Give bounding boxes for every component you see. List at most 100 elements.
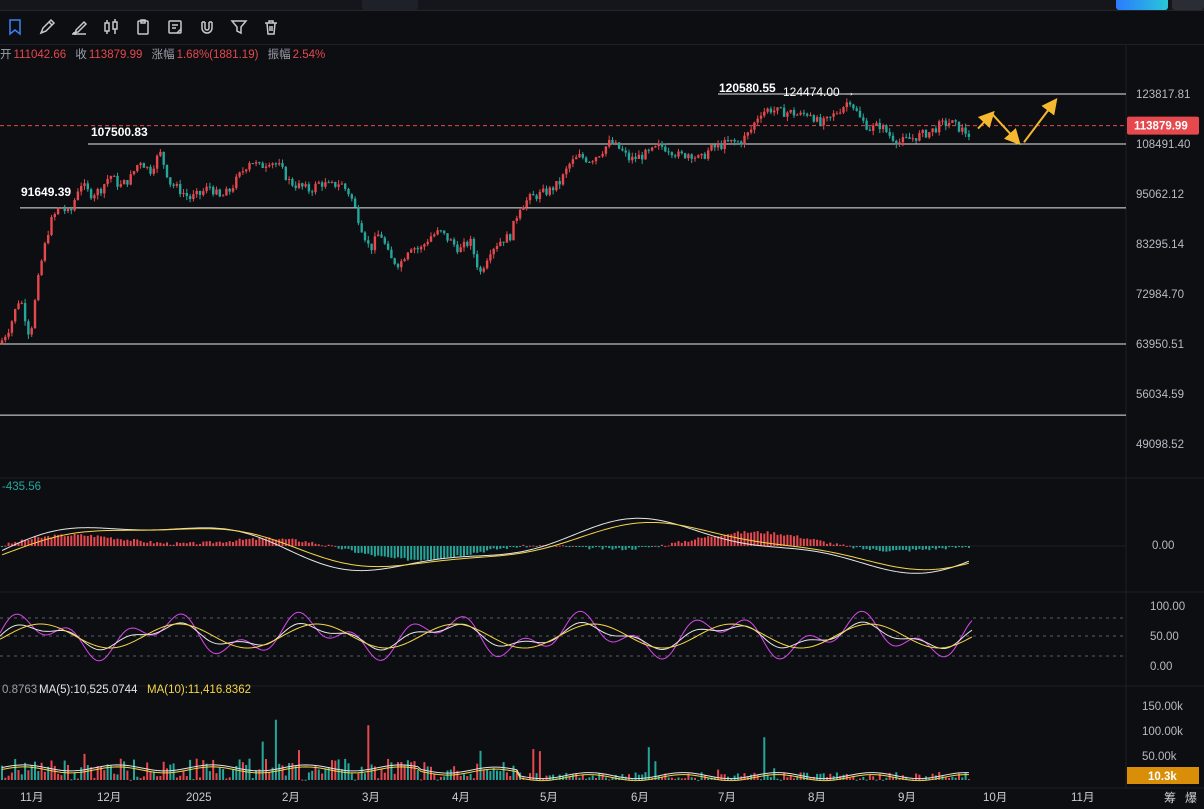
macd-histogram-bar [413,546,416,560]
volume-bar [505,772,508,780]
volume-bar [529,773,531,780]
volume-bar [50,760,53,780]
trash-icon[interactable] [258,14,284,40]
macd-histogram-bar [43,536,46,546]
candle-body [146,166,149,168]
volume-bar [542,778,545,780]
volume-bar [7,775,10,780]
volume-bar [918,774,921,780]
ohlc-readout: 开 111042.66 收 113879.99 涨幅 1.68%(1881.19) 振… [0,46,331,62]
pencil-icon[interactable] [34,14,60,40]
candle-body [73,200,76,211]
macd-histogram-bar [370,546,373,556]
close-label: 收 [75,49,87,61]
macd-histogram-bar [27,540,30,546]
macd-histogram-bar [499,546,502,549]
volume-bar [96,766,99,780]
volume-bar [717,769,720,780]
candle-body [934,128,938,133]
x-axis-tick: 2月 [282,792,300,804]
candle-body [555,181,558,191]
macd-histogram-bar [218,541,221,546]
candle-body [895,140,898,145]
volume-bar [687,773,690,780]
price-axis-tick: 95062.12 [1136,189,1184,201]
brush-icon[interactable] [66,14,92,40]
macd-histogram-bar [298,541,300,546]
candle-body [264,166,268,168]
macd-histogram-bar [674,542,677,546]
macd-histogram-bar [941,546,944,549]
candle-body [245,169,248,172]
candle-body [703,153,707,159]
volume-bar [103,770,106,780]
volume-bar [766,774,769,780]
top-chip-menu[interactable] [1172,0,1204,10]
candle-body [637,154,641,159]
candle-body [931,128,934,133]
macd-histogram-bar [954,546,957,548]
candle-body [848,102,852,105]
macd-histogram-bar [862,546,865,550]
candle-body [548,187,551,195]
filter-icon[interactable] [226,14,252,40]
candles-icon[interactable] [98,14,124,40]
note-icon[interactable] [162,14,188,40]
volume-bar [149,771,152,780]
macd-histogram-bar [865,546,868,550]
candle-body [862,117,865,121]
clipboard-icon[interactable] [130,14,156,40]
top-chip-accent[interactable] [1116,0,1168,10]
volume-bar [654,761,657,780]
volume-bar [595,778,597,780]
macd-histogram-bar [350,546,353,551]
macd-histogram-bar [826,543,828,546]
annotation-107500: 107500.83 [91,125,148,139]
macd-histogram-bar [159,542,162,546]
candle-body [713,144,716,148]
bookmark-icon[interactable] [2,14,28,40]
volume-bar [849,778,852,780]
x-axis-tick: 2025 [186,792,212,804]
volume-bar [921,779,924,781]
price-axis-tick: 108491.40 [1136,139,1190,151]
volume-bar [307,772,310,780]
macd-histogram-bar [459,546,462,557]
candle-body [66,208,70,212]
candle-body [588,161,591,163]
volume-bar [248,758,251,780]
candle-body [136,165,139,172]
macd-histogram-bar [149,540,152,546]
candle-body [601,153,604,157]
macd-histogram-bar [4,545,7,547]
candle-body [436,230,439,235]
volume-bar [872,776,875,780]
candle-body [383,237,386,244]
volume-bar [133,759,135,780]
volume-bar [915,773,918,780]
macd-histogram-bar [205,541,208,546]
candle-body [568,163,571,169]
candle-body [776,107,779,111]
macd-histogram-bar [812,538,815,546]
candle-body [660,143,664,147]
macd-histogram-bar [76,534,79,546]
candle-body [469,238,472,246]
volume-bar [83,753,86,780]
macd-histogram-bar [251,538,254,546]
candle-body [806,113,809,116]
top-chip-dark[interactable] [362,0,418,10]
magnet-icon[interactable] [194,14,220,40]
price-axis-tick: 72984.70 [1136,289,1184,301]
kdj-axis-tick: 50.00 [1150,631,1179,643]
macd-histogram-bar [281,538,284,546]
volume-bar [730,778,733,780]
candle-body [667,151,670,153]
macd-histogram-bar [793,536,795,546]
candle-body [23,303,27,322]
volume-bar [885,777,888,780]
macd-histogram-bar [482,546,485,553]
volume-bar [859,778,861,780]
volume-bar [413,761,416,780]
